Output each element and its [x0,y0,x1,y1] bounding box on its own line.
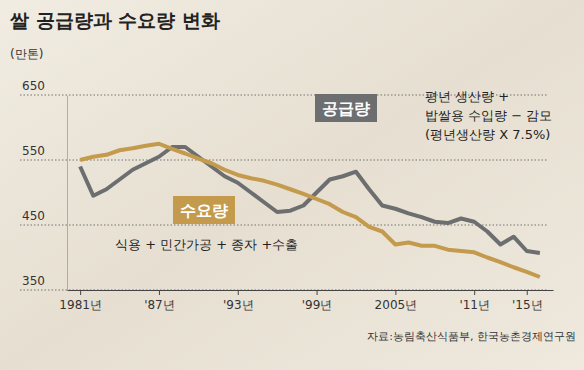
y-tick-label: 450 [22,209,45,223]
x-tick-label: 1981년 [59,298,102,312]
x-tick-label: '11년 [459,298,490,312]
x-tick-mark [395,290,396,295]
title: 쌀 공급량과 수요량 변화 [10,9,220,31]
grid-line [20,160,548,161]
x-axis: 1981년 '87년 '93년 '99년 2005년 '11년 '15년 [59,290,553,312]
x-tick-mark [474,290,475,295]
y-axis-label: (만톤) [10,47,43,61]
series-label: 공급량 [315,94,377,122]
x-tick-mark [238,290,239,295]
x-tick: 2005년 [375,290,418,312]
x-tick: '11년 [459,290,490,312]
annotation-text: 식용 + 민간가공 + 종자 +수출 [115,237,298,252]
series-line [80,144,540,277]
x-tick-label: '99년 [302,298,333,312]
series-label-box [173,196,235,224]
x-tick-mark [317,290,318,295]
annotation-text: 평년 생산량 + [425,89,509,104]
series-label-text: 공급량 [322,99,370,118]
x-tick-mark [80,290,81,295]
x-tick: '99년 [302,290,333,312]
x-tick-mark [527,290,528,295]
x-tick-label: '15년 [512,298,543,312]
y-tick: 450 [22,209,67,225]
series-line [80,147,540,253]
x-tick: '15년 [512,290,543,312]
x-tick-mark [159,290,160,295]
x-axis-line [68,290,554,291]
y-tick-label: 650 [22,79,45,93]
chart: 쌀 공급량과 수요량 변화 (만톤) 350 450 550 650 1981년 '87년 '9… [0,0,584,370]
y-tick: 550 [22,144,67,160]
y-axis-line [67,96,68,291]
y-tick: 350 [22,274,67,290]
x-tick-label: '93년 [223,298,254,312]
y-tick-label: 550 [22,144,45,158]
source: 자료:농림축산식품부, 한국농촌경제연구원 [367,330,576,343]
series-label-box [315,94,377,122]
series-label-text: 수요량 [180,201,228,220]
y-tick-label: 350 [22,274,45,288]
x-tick: '93년 [223,290,254,312]
x-tick-label: 2005년 [375,298,418,312]
annotation: 평년 생산량 + 밥쌀용 수입량 − 감모 (평년생산량 X 7.5%) [425,89,552,142]
y-axis: 350 450 550 650 [22,79,67,290]
annotation-text: (평년생산량 X 7.5%) [425,127,550,142]
x-tick: '87년 [144,290,175,312]
x-tick: 1981년 [59,290,102,312]
x-tick-label: '87년 [144,298,175,312]
annotation: 식용 + 민간가공 + 종자 +수출 [115,237,298,252]
background [0,0,584,370]
grid [20,95,548,290]
annotation-text: 밥쌀용 수입량 − 감모 [425,108,552,123]
grid-line [20,225,548,226]
series-label: 수요량 [173,196,235,224]
y-tick: 650 [22,79,67,95]
plot-area [80,144,540,277]
